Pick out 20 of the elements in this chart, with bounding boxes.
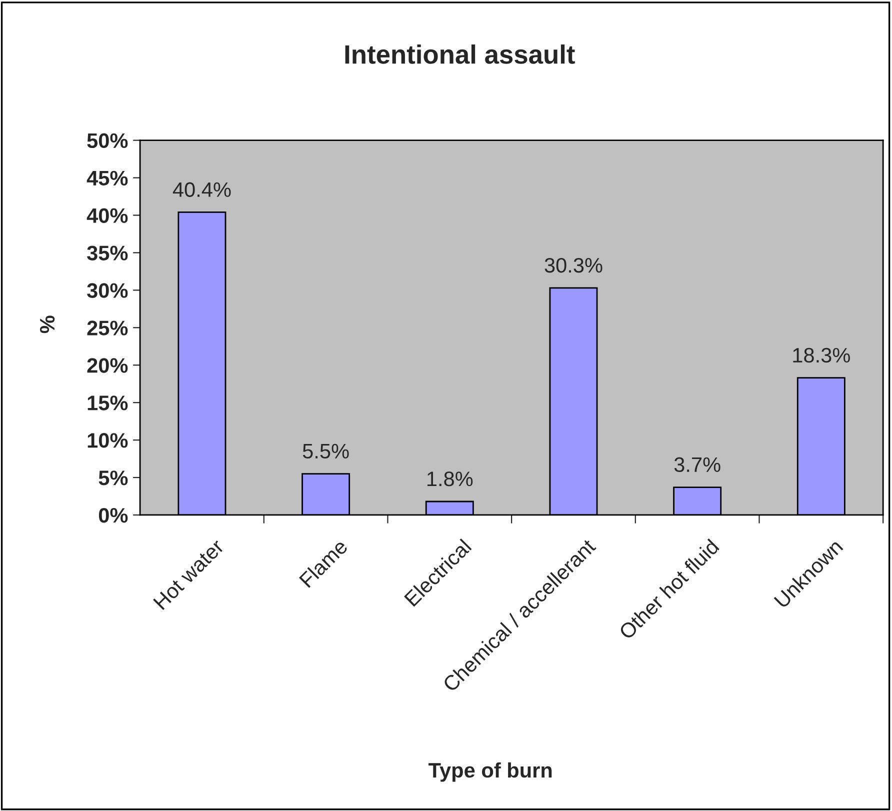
data-label: 40.4% <box>172 182 231 198</box>
y-tick-label: 15% <box>88 396 128 410</box>
y-tick-label: 40% <box>86 208 128 223</box>
y-tick-label: 0% <box>98 508 128 523</box>
x-axis-title: Type of burn <box>428 762 552 782</box>
chart-title: Intentional assault <box>345 44 575 64</box>
y-tick-label: 50% <box>87 133 128 148</box>
y-tick-label: 30% <box>87 283 128 298</box>
y-tick-label: 45% <box>86 170 128 186</box>
y-tick-label: 35% <box>87 246 128 260</box>
data-label: 5.5% <box>302 444 349 459</box>
data-label: 1.8% <box>427 472 473 486</box>
data-label: 18.3% <box>793 348 850 363</box>
y-axis-title: % <box>40 316 55 334</box>
data-label: 30.3% <box>544 258 602 273</box>
data-label: 3.7% <box>674 457 720 472</box>
y-tick-label: 20% <box>87 358 128 373</box>
y-tick-label: 25% <box>87 320 128 336</box>
y-tick-label: 5% <box>98 470 128 486</box>
y-tick-label: 10% <box>88 433 128 448</box>
